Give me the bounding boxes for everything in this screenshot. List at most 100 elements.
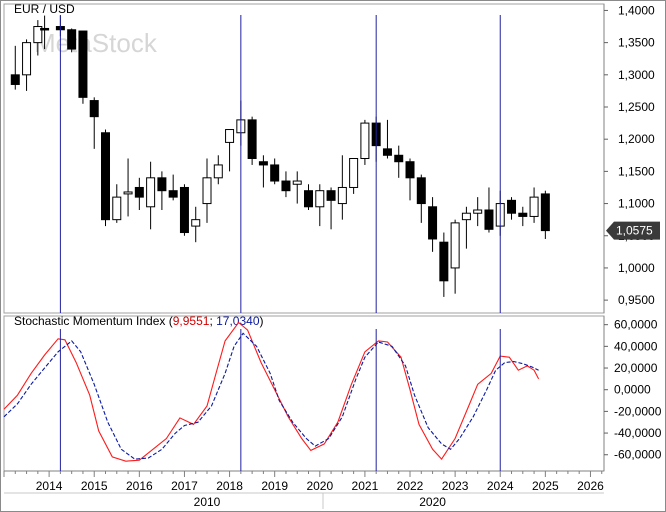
candle-body-up (450, 222, 460, 269)
candle (292, 171, 302, 204)
candle (270, 158, 280, 185)
indicator-value-blue: 17,0340 (216, 314, 260, 328)
x-year-label: 2019 (261, 479, 288, 493)
candle-body-up (225, 129, 235, 143)
candle (78, 30, 88, 104)
candle (146, 161, 156, 230)
candle (247, 116, 257, 165)
x-year-label: 2022 (397, 479, 424, 493)
indicator-y-tick-label: -20,0000 (614, 404, 662, 418)
candle-body-down (281, 180, 291, 192)
candle-body-up (461, 212, 471, 221)
candle-body-down (101, 132, 111, 221)
x-year-label: 2025 (532, 479, 559, 493)
candle-body-down (78, 30, 88, 98)
price-y-tick-label: 1,2000 (618, 132, 655, 146)
candle (461, 206, 471, 249)
x-year-label: 2021 (352, 479, 379, 493)
price-y-tick-label: 0,9500 (618, 293, 655, 307)
candle-body-up (22, 42, 32, 76)
candle (394, 145, 404, 178)
candle (33, 20, 43, 56)
x-year-label: 2017 (171, 479, 198, 493)
price-y-tick-label: 1,0000 (618, 261, 655, 275)
candle (484, 187, 494, 233)
x-decade-label: 2020 (419, 495, 446, 509)
candle (202, 158, 212, 223)
price-y-tick-label: 1,3000 (618, 68, 655, 82)
candle (281, 171, 291, 198)
candle-body-down (157, 177, 167, 192)
candle (529, 187, 539, 223)
candle (134, 177, 144, 210)
indicator-y-tick-label: 0,0000 (614, 383, 651, 397)
candle-body-down (484, 209, 494, 230)
candle (67, 28, 77, 53)
candle-body-up (146, 177, 156, 208)
candle (416, 174, 426, 223)
candle-body-up (112, 196, 122, 221)
candle (258, 155, 268, 188)
candle-body-up (213, 164, 223, 179)
indicator-title-name: Stochastic Momentum Index (14, 314, 165, 328)
candle-body-down (247, 119, 257, 159)
candle-body-up (337, 186, 347, 205)
candle-body-up (473, 209, 483, 214)
candle-body-down (394, 154, 404, 163)
price-y-tick-label: 1,2500 (618, 100, 655, 114)
candle-body-up (33, 26, 43, 44)
candle (428, 197, 438, 252)
indicator-y-tick-label: 20,0000 (614, 361, 658, 375)
candle-body-down (507, 199, 517, 214)
indicator-y-tick-label: -60,0000 (614, 448, 662, 462)
x-year-label: 2016 (126, 479, 153, 493)
candle-body-up (529, 196, 539, 217)
candle-body-down (10, 74, 20, 85)
last-value-tag: 1,0575 (606, 221, 660, 240)
candle (191, 206, 201, 243)
x-year-label: 2020 (306, 479, 333, 493)
x-axis: 2014 2015 2016 2017 2018 2019 2020 2021 2022 2023… (3, 471, 604, 509)
candle (101, 129, 111, 227)
candle-body-down (168, 190, 178, 198)
indicator-y-tick-label: 60,0000 (614, 318, 658, 332)
candle (405, 158, 415, 201)
indicator-y-tick-label: 40,0000 (614, 339, 658, 353)
x-decade-label: 2010 (194, 495, 221, 509)
price-y-tick-label: 1,1500 (618, 164, 655, 178)
candle-body-down (67, 29, 77, 50)
last-value-tag-text: 1,0575 (616, 224, 653, 238)
candle (382, 119, 392, 159)
candle-body-down (258, 161, 268, 166)
candle (450, 219, 460, 294)
indicator-series (3, 321, 540, 462)
x-year-label: 2015 (81, 479, 108, 493)
price-chart-title: EUR / USD (14, 2, 75, 16)
candle-body-down (439, 241, 449, 282)
candle-body-down (416, 177, 426, 205)
candle (168, 174, 178, 201)
price-y-tick-label: 1,1000 (618, 197, 655, 211)
candle-body-down (179, 186, 189, 234)
candle (439, 232, 449, 297)
smi-line (3, 321, 540, 462)
candle (22, 39, 32, 91)
candle (315, 184, 325, 227)
candle (518, 206, 528, 227)
candle-body-up (360, 122, 370, 159)
candle-body-down (304, 190, 314, 208)
candle (40, 15, 50, 50)
candle (337, 155, 347, 220)
candle (349, 158, 359, 194)
candle-body-down (89, 100, 99, 118)
candle-body-down (134, 186, 144, 198)
price-y-tick-label: 1,3500 (618, 36, 655, 50)
candle (179, 184, 189, 236)
candlestick-series (10, 15, 550, 297)
candle-body-down (540, 193, 550, 232)
candle-body-down (518, 212, 528, 217)
price-y-tick-label: 1,4000 (618, 3, 655, 17)
smi-signal-line (3, 332, 539, 460)
candle-body-up (202, 177, 212, 205)
